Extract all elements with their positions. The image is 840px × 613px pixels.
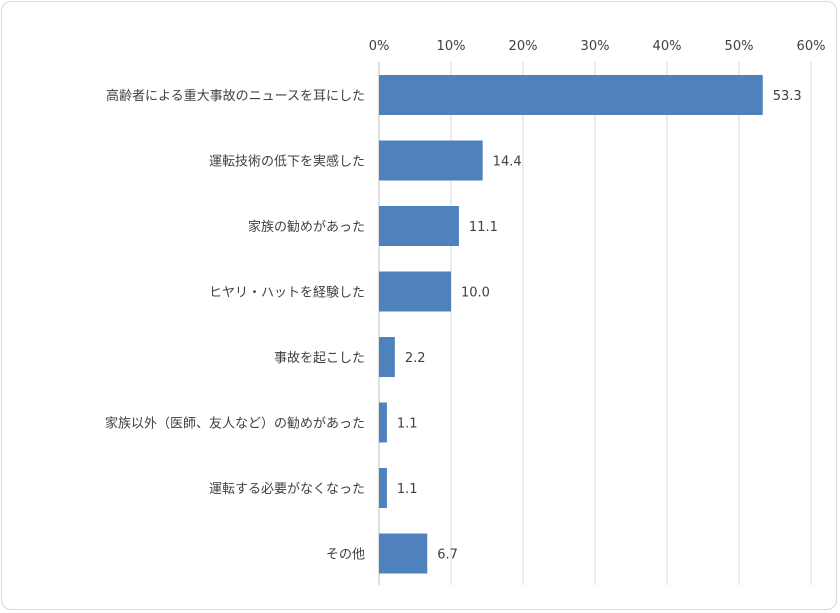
bar [379,533,428,574]
x-tick-label: 40% [653,39,682,54]
category-label: その他 [326,548,365,563]
data-label: 53.3 [773,89,802,104]
category-label: 高齢者による重大事故のニュースを耳にした [106,88,365,104]
bar [379,402,387,443]
data-label: 14.4 [493,155,522,170]
bar [379,271,451,312]
data-label: 2.2 [405,351,426,366]
x-tick-label: 0% [369,39,390,54]
bar [379,468,387,508]
data-label: 1.1 [397,482,418,497]
bar [379,206,459,246]
bar [379,337,395,377]
data-label: 11.1 [469,220,498,235]
x-tick-label: 30% [581,39,610,54]
data-label: 1.1 [397,417,418,432]
category-label: 家族以外（医師、友人など）の勧めがあった [105,416,365,432]
data-label: 6.7 [437,548,458,563]
category-label: 事故を起こした [274,351,365,366]
category-label: 家族の勧めがあった [248,219,365,235]
x-tick-label: 60% [797,39,826,54]
category-label: 運転技術の低下を実感した [209,154,365,170]
data-label: 10.0 [461,286,490,301]
x-tick-label: 50% [725,39,754,54]
bar [379,140,483,181]
bar [379,75,763,115]
x-tick-label: 10% [437,39,466,54]
category-label: 運転する必要がなくなった [209,482,365,497]
category-label: ヒヤリ・ハットを経験した [209,286,365,301]
x-tick-label: 20% [509,39,538,54]
